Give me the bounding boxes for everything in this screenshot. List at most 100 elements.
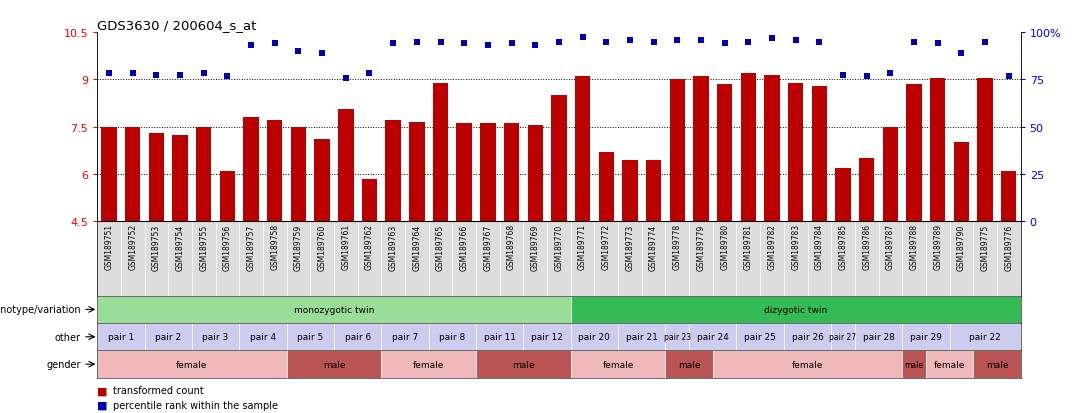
Point: [953, 50, 970, 57]
Bar: [693, 77, 708, 222]
Bar: [906, 85, 921, 222]
Text: GSM189753: GSM189753: [152, 224, 161, 270]
Bar: [902, 323, 949, 351]
Bar: [433, 83, 448, 222]
Text: male: male: [678, 360, 700, 369]
Bar: [97, 351, 286, 378]
Text: pair 6: pair 6: [345, 332, 370, 342]
Text: male: male: [905, 360, 923, 369]
Bar: [949, 323, 1021, 351]
Bar: [570, 351, 665, 378]
Point: [692, 38, 710, 44]
Bar: [741, 74, 756, 222]
Point: [289, 49, 307, 55]
Bar: [618, 323, 665, 351]
Text: GSM189767: GSM189767: [484, 224, 492, 270]
Point: [100, 71, 118, 77]
Bar: [362, 179, 377, 222]
Bar: [173, 135, 188, 222]
Text: GSM189763: GSM189763: [389, 224, 397, 270]
Bar: [338, 110, 353, 222]
Text: other: other: [55, 332, 81, 342]
Text: ■: ■: [97, 385, 108, 395]
Text: GSM189765: GSM189765: [436, 224, 445, 270]
Point: [195, 71, 213, 77]
Bar: [973, 351, 1021, 378]
Bar: [832, 323, 855, 351]
Text: pair 23: pair 23: [664, 332, 691, 342]
Point: [976, 39, 994, 46]
Text: pair 22: pair 22: [969, 332, 1001, 342]
Text: GSM189783: GSM189783: [792, 224, 800, 270]
Text: GSM189778: GSM189778: [673, 224, 681, 270]
Text: GDS3630 / 200604_s_at: GDS3630 / 200604_s_at: [97, 19, 257, 32]
Point: [905, 39, 922, 46]
Text: female: female: [792, 360, 823, 369]
Bar: [812, 86, 827, 222]
Point: [503, 41, 521, 47]
Bar: [859, 159, 875, 222]
Bar: [476, 351, 570, 378]
Text: GSM189788: GSM189788: [909, 224, 919, 270]
Bar: [476, 323, 524, 351]
Bar: [381, 323, 429, 351]
Bar: [524, 323, 570, 351]
Text: GSM189761: GSM189761: [341, 224, 350, 270]
Text: pair 26: pair 26: [792, 332, 823, 342]
Bar: [197, 127, 212, 222]
Text: pair 7: pair 7: [392, 332, 418, 342]
Bar: [954, 143, 969, 222]
Bar: [243, 118, 259, 222]
Text: GSM189760: GSM189760: [318, 224, 326, 270]
Text: female: female: [176, 360, 207, 369]
Point: [573, 34, 591, 41]
Point: [881, 71, 899, 77]
Point: [740, 39, 757, 46]
Point: [242, 42, 259, 49]
Text: pair 12: pair 12: [531, 332, 563, 342]
Text: GSM189772: GSM189772: [602, 224, 611, 270]
Point: [384, 41, 402, 47]
Bar: [665, 323, 689, 351]
Bar: [267, 121, 283, 222]
Point: [266, 41, 283, 47]
Bar: [102, 127, 117, 222]
Bar: [570, 296, 1021, 323]
Text: GSM189770: GSM189770: [554, 224, 564, 270]
Point: [337, 75, 354, 82]
Point: [835, 72, 852, 79]
Text: GSM189786: GSM189786: [862, 224, 872, 270]
Text: gender: gender: [46, 359, 81, 369]
Text: GSM189773: GSM189773: [625, 224, 634, 270]
Point: [456, 41, 473, 47]
Text: GSM189785: GSM189785: [838, 224, 848, 270]
Text: GSM189776: GSM189776: [1004, 224, 1013, 270]
Text: GSM189758: GSM189758: [270, 224, 280, 270]
Point: [811, 39, 828, 46]
Text: GSM189756: GSM189756: [222, 224, 232, 270]
Bar: [670, 80, 685, 222]
Bar: [930, 78, 945, 222]
Bar: [314, 140, 329, 222]
Text: pair 25: pair 25: [744, 332, 777, 342]
Point: [124, 71, 141, 77]
Bar: [665, 351, 713, 378]
Bar: [286, 351, 381, 378]
Text: pair 24: pair 24: [697, 332, 729, 342]
Bar: [149, 133, 164, 222]
Text: GSM189751: GSM189751: [105, 224, 113, 270]
Bar: [717, 85, 732, 222]
Text: pair 11: pair 11: [484, 332, 516, 342]
Text: pair 4: pair 4: [249, 332, 276, 342]
Text: dizygotic twin: dizygotic twin: [764, 305, 827, 314]
Bar: [240, 323, 286, 351]
Point: [858, 74, 875, 81]
Bar: [646, 160, 661, 222]
Text: male: male: [512, 360, 535, 369]
Point: [527, 42, 544, 49]
Text: female: female: [603, 360, 634, 369]
Bar: [713, 351, 902, 378]
Point: [148, 72, 165, 79]
Bar: [219, 171, 235, 222]
Bar: [765, 76, 780, 222]
